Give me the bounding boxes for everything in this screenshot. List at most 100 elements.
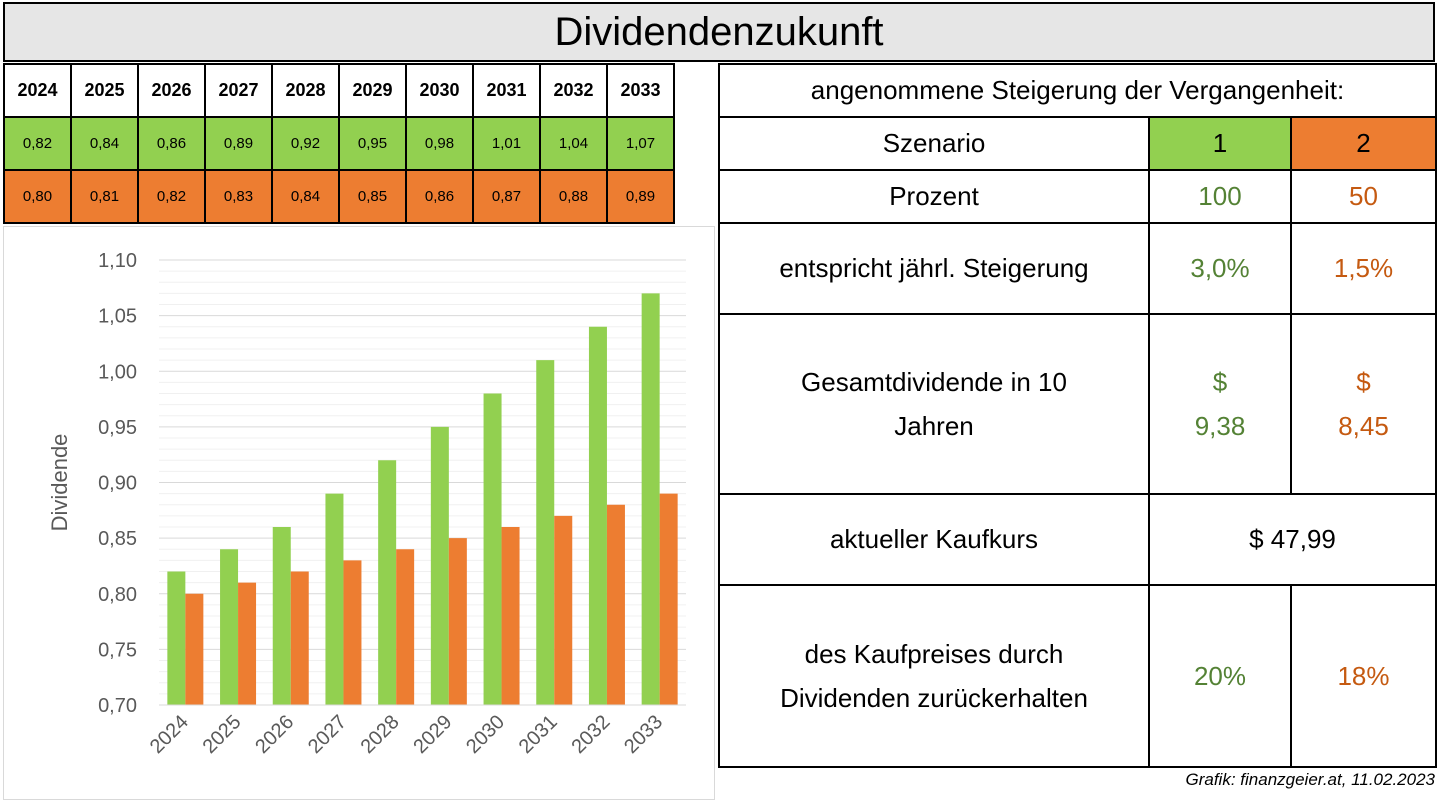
- x-tick-label: 2031: [515, 711, 562, 758]
- x-tick-label: 2025: [199, 711, 246, 758]
- year-cell: 2025: [70, 63, 139, 118]
- kaufkurs-label: aktueller Kaufkurs: [718, 493, 1150, 586]
- year-cell: 2031: [472, 63, 541, 118]
- bar-scenario2: [659, 493, 678, 705]
- bar-scenario2: [290, 571, 309, 705]
- year-cell: 2028: [271, 63, 340, 118]
- szenario-1: 1: [1148, 116, 1292, 171]
- scenario1-value-cell: 1,04: [539, 116, 608, 171]
- scenario1-value-cell: 1,07: [606, 116, 675, 171]
- scenario1-value-cell: 0,84: [70, 116, 139, 171]
- kaufpreis-label: des Kaufpreises durch Dividenden zurücke…: [718, 584, 1150, 768]
- bar-scenario1: [220, 549, 239, 705]
- bar-scenario2: [185, 593, 204, 705]
- kaufpreis-2: 18%: [1290, 584, 1437, 768]
- x-tick-label: 2027: [304, 711, 351, 758]
- gesamtdividende-row: Gesamtdividende in 10 Jahren $ 9,38 $ 8,…: [718, 313, 1437, 495]
- year-cell: 2026: [137, 63, 206, 118]
- steigerung-row: entspricht jährl. Steigerung 3,0% 1,5%: [718, 222, 1437, 315]
- y-tick-label: 0,75: [98, 639, 137, 661]
- scenario1-value-cell: 0,95: [338, 116, 407, 171]
- dividend-chart-svg: 0,70 0,75 0,80 0,85 0,90 0,95 1,00 1,05 1,10 Divi…: [47, 250, 686, 758]
- year-cell: 2030: [405, 63, 474, 118]
- page-title: Dividendenzukunft: [3, 2, 1435, 62]
- y-tick-label: 1,10: [98, 250, 137, 272]
- x-tick-label: 2030: [462, 711, 509, 758]
- scenario2-value-cell: 0,84: [271, 169, 340, 224]
- scenario1-value-cell: 0,92: [271, 116, 340, 171]
- bar-scenario2: [238, 582, 257, 705]
- year-cell: 2027: [204, 63, 273, 118]
- y-axis-label: Dividende: [47, 434, 72, 532]
- gesamtdividende-2-currency: $: [1356, 367, 1371, 397]
- bar-scenario2: [448, 538, 467, 705]
- scenario2-value-cell: 0,87: [472, 169, 541, 224]
- bar-scenario2: [554, 515, 573, 705]
- bar-scenario1: [536, 360, 555, 705]
- bar-scenario2: [343, 560, 362, 705]
- gesamtdividende-1: $ 9,38: [1148, 313, 1292, 495]
- gesamtdividende-1-currency: $: [1212, 367, 1228, 397]
- x-tick-label: 2028: [357, 711, 404, 758]
- scenario2-value-cell: 0,82: [137, 169, 206, 224]
- szenario-label: Szenario: [718, 116, 1150, 171]
- scenario2-value-cell: 0,85: [338, 169, 407, 224]
- scenario2-value-cell: 0,86: [405, 169, 474, 224]
- scenario-info-table: angenommene Steigerung der Vergangenheit…: [718, 63, 1437, 768]
- prozent-1: 100: [1148, 169, 1292, 224]
- bar-scenario1: [167, 571, 186, 705]
- y-tick-label: 0,80: [98, 584, 137, 606]
- kaufpreis-label-line2: Dividenden zurückerhalten: [780, 683, 1088, 713]
- kaufpreis-1: 20%: [1148, 584, 1292, 768]
- prozent-row: Prozent 100 50: [718, 169, 1437, 224]
- kaufkurs-row: aktueller Kaufkurs $ 47,99: [718, 493, 1437, 586]
- year-header-row: 2024 2025 2026 2027 2028 2029 2030 2031 …: [3, 63, 675, 118]
- scenario1-value-cell: 0,89: [204, 116, 273, 171]
- year-cell: 2029: [338, 63, 407, 118]
- scenario1-value-cell: 0,98: [405, 116, 474, 171]
- kaufpreis-row: des Kaufpreises durch Dividenden zurücke…: [718, 584, 1437, 768]
- bar-scenario1: [378, 460, 397, 705]
- steigerung-2: 1,5%: [1290, 222, 1437, 315]
- kaufkurs-value: $ 47,99: [1148, 493, 1437, 586]
- y-tick-label: 1,05: [98, 306, 137, 328]
- year-cell: 2033: [606, 63, 675, 118]
- scenario2-value-cell: 0,80: [3, 169, 72, 224]
- gesamtdividende-1-value: 9,38: [1194, 411, 1246, 441]
- steigerung-label: entspricht jährl. Steigerung: [718, 222, 1150, 315]
- y-tick-label: 1,00: [98, 361, 137, 383]
- y-tick-label: 0,70: [98, 695, 137, 717]
- gesamtdividende-2-value: 8,45: [1338, 411, 1389, 441]
- scenario2-value-cell: 0,89: [606, 169, 675, 224]
- scenario1-values-row: 0,82 0,84 0,86 0,89 0,92 0,95 0,98 1,01 …: [3, 116, 675, 171]
- bar-scenario1: [588, 326, 607, 705]
- gesamtdividende-label: Gesamtdividende in 10 Jahren: [718, 313, 1150, 495]
- bar-scenario2: [606, 504, 625, 705]
- bar-scenario1: [483, 393, 502, 705]
- x-tick-label: 2029: [409, 711, 456, 758]
- x-tick-label: 2024: [146, 711, 193, 758]
- prozent-2: 50: [1290, 169, 1437, 224]
- year-values-table: 2024 2025 2026 2027 2028 2029 2030 2031 …: [3, 63, 675, 224]
- gesamtdividende-2: $ 8,45: [1290, 313, 1437, 495]
- x-tick-label: 2032: [567, 711, 614, 758]
- info-header: angenommene Steigerung der Vergangenheit…: [718, 63, 1437, 118]
- scenario2-value-cell: 0,88: [539, 169, 608, 224]
- gesamtdividende-label-line1: Gesamtdividende in 10: [801, 367, 1067, 397]
- kaufpreis-label-line1: des Kaufpreises durch: [804, 639, 1064, 669]
- prozent-label: Prozent: [718, 169, 1150, 224]
- szenario-row: Szenario 1 2: [718, 116, 1437, 171]
- bar-scenario1: [641, 293, 660, 705]
- bar-scenario1: [430, 426, 449, 705]
- bar-scenario2: [396, 549, 415, 705]
- dividend-chart: 0,70 0,75 0,80 0,85 0,90 0,95 1,00 1,05 1,10 Divi…: [3, 226, 715, 800]
- year-cell: 2024: [3, 63, 72, 118]
- scenario2-value-cell: 0,81: [70, 169, 139, 224]
- szenario-2: 2: [1290, 116, 1437, 171]
- credit: Grafik: finanzgeier.at, 11.02.2023: [1185, 770, 1436, 789]
- x-tick-label: 2033: [620, 711, 667, 758]
- gesamtdividende-label-line2: Jahren: [894, 411, 974, 441]
- info-header-row: angenommene Steigerung der Vergangenheit…: [718, 63, 1437, 118]
- y-tick-label: 0,95: [98, 417, 137, 439]
- bar-scenario2: [501, 527, 520, 705]
